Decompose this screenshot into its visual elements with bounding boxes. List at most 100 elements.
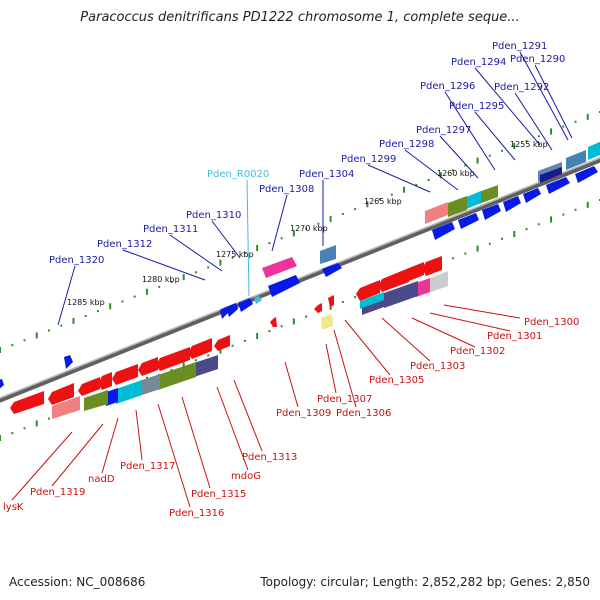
gene-arrow[interactable] [188, 338, 212, 359]
gene-arrow[interactable] [328, 295, 334, 307]
gene-label[interactable]: lysK [3, 502, 24, 513]
gene-label[interactable]: Pden_1292 [494, 82, 549, 93]
gene-block[interactable] [320, 245, 336, 264]
gene-arrow[interactable] [220, 307, 228, 319]
gene-arrow[interactable] [482, 204, 501, 220]
scale-tick [550, 216, 553, 223]
gene-arrow[interactable] [238, 298, 253, 312]
gene-arrow[interactable] [458, 213, 479, 229]
leader-line [519, 51, 569, 141]
gene-block[interactable] [360, 292, 384, 309]
scale-tick [550, 128, 553, 135]
gene-arrow[interactable] [322, 263, 342, 277]
gene-block[interactable] [142, 374, 160, 395]
gene-label[interactable]: Pden_1307 [317, 394, 372, 405]
scale-tick [366, 201, 369, 208]
gene-arrow[interactable] [214, 335, 230, 351]
gene-block[interactable] [416, 278, 430, 297]
gene-block[interactable] [362, 300, 384, 315]
scale-dot [501, 237, 504, 240]
gene-block[interactable] [84, 390, 108, 411]
gene-label[interactable]: Pden_R0020 [207, 169, 269, 180]
scale-tick [0, 435, 1, 441]
gene-label[interactable]: Pden_1310 [186, 210, 241, 221]
scale-dot [341, 213, 344, 215]
gene-block[interactable] [106, 388, 118, 406]
gene-block[interactable] [428, 271, 448, 293]
gene-arrow[interactable] [523, 188, 541, 203]
gene-arrow[interactable] [98, 372, 112, 390]
gene-label[interactable]: Pden_1302 [450, 346, 505, 357]
gene-label[interactable]: Pden_1312 [97, 239, 152, 250]
gene-block[interactable] [448, 196, 467, 217]
gene-arrow[interactable] [48, 383, 74, 405]
scale-dot [170, 369, 173, 371]
gene-label[interactable]: Pden_1300 [524, 317, 579, 328]
gene-label[interactable]: Pden_1304 [299, 169, 354, 180]
gene-arrow[interactable] [270, 317, 277, 327]
gene-arrow[interactable] [138, 357, 158, 376]
gene-label[interactable]: Pden_1308 [259, 184, 314, 195]
gene-arrow[interactable] [575, 166, 598, 183]
gene-label[interactable]: Pden_1313 [242, 452, 297, 463]
gene-arrow[interactable] [405, 262, 424, 281]
gene-arrow[interactable] [78, 377, 100, 396]
gene-block[interactable] [476, 185, 498, 205]
gene-arrow[interactable] [540, 167, 562, 183]
gene-label[interactable]: Pden_1309 [276, 408, 331, 419]
gene-label[interactable]: Pden_1320 [49, 255, 104, 266]
gene-arrow[interactable] [268, 275, 300, 297]
gene-arrow[interactable] [314, 303, 322, 313]
gene-arrow[interactable] [112, 364, 138, 385]
gene-label[interactable]: Pden_1316 [169, 508, 224, 519]
gene-label[interactable]: Pden_1290 [510, 54, 565, 65]
gene-block[interactable] [321, 314, 333, 330]
gene-label[interactable]: Pden_1311 [143, 224, 198, 235]
gene-arrow[interactable] [588, 141, 600, 160]
scale-dot [194, 359, 197, 362]
gene-label[interactable]: Pden_1306 [336, 408, 391, 419]
gene-label[interactable]: Pden_1317 [120, 461, 175, 472]
gene-label[interactable]: nadD [88, 474, 115, 485]
rna-gene[interactable] [254, 296, 262, 304]
scale-track-top [0, 111, 600, 353]
gene-arrow[interactable] [262, 257, 297, 278]
gene-arrow[interactable] [64, 355, 73, 369]
gene-label[interactable]: Pden_1315 [191, 489, 246, 500]
gene-label[interactable]: Pden_1296 [420, 81, 475, 92]
gene-block[interactable] [425, 202, 448, 224]
gene-arrow[interactable] [503, 196, 521, 212]
leader-line [246, 179, 250, 297]
gene-arrow[interactable] [356, 280, 380, 301]
gene-arrow[interactable] [156, 347, 190, 371]
gene-arrow[interactable] [422, 256, 442, 276]
gene-label[interactable]: Pden_1299 [341, 154, 396, 165]
gene-block[interactable] [384, 281, 418, 308]
gene-block[interactable] [52, 396, 80, 419]
gene-label[interactable]: Pden_1298 [379, 139, 434, 150]
gene-label[interactable]: Pden_1303 [410, 361, 465, 372]
scale-tick [586, 201, 589, 208]
gene-label[interactable]: mdoG [231, 471, 261, 482]
gene-label[interactable]: Pden_1291 [492, 41, 547, 52]
gene-arrow[interactable] [378, 268, 409, 292]
gene-block[interactable] [464, 191, 481, 210]
gene-label[interactable]: Pden_1294 [451, 57, 506, 68]
gene-arrow[interactable] [546, 177, 570, 194]
gene-arrow[interactable] [226, 303, 238, 317]
gene-label[interactable]: Pden_1295 [449, 101, 504, 112]
scale-label: 1280 kbp [142, 275, 180, 284]
gene-arrow[interactable] [432, 222, 455, 240]
gene-block[interactable] [194, 355, 218, 377]
gene-block[interactable] [158, 362, 196, 390]
gene-label[interactable]: Pden_1305 [369, 375, 424, 386]
gene-arrow[interactable] [0, 379, 4, 390]
gene-block[interactable] [116, 380, 142, 404]
gene-arrow[interactable] [566, 150, 586, 170]
gene-label[interactable]: Pden_1297 [416, 125, 471, 136]
leader-line [11, 431, 73, 501]
gene-label[interactable]: Pden_1301 [487, 331, 542, 342]
scale-dot [464, 164, 467, 167]
gene-arrow[interactable] [10, 391, 44, 414]
gene-label[interactable]: Pden_1319 [30, 487, 85, 498]
